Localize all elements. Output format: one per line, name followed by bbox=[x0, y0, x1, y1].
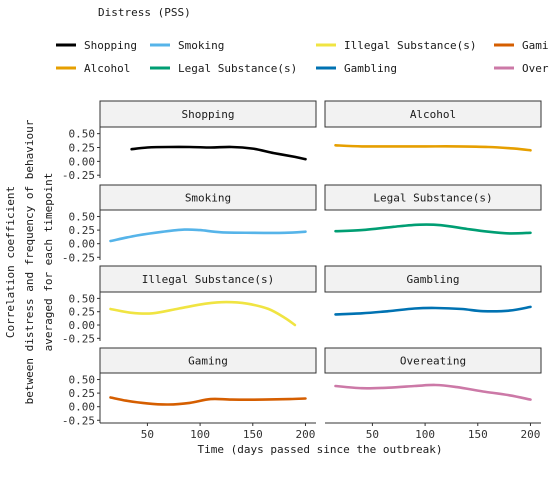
x-tick-label: 150 bbox=[243, 428, 263, 441]
facet-strip-label: Overeating bbox=[400, 355, 466, 368]
y-tick-label: 0.25 bbox=[69, 142, 96, 155]
y-tick-label: 0.25 bbox=[69, 224, 96, 237]
series-line-legal-substance-s bbox=[334, 223, 532, 235]
panel-smoking: Smoking -0.250.000.250.50 bbox=[62, 184, 317, 264]
legend-label-overeating: Over bbox=[522, 62, 549, 75]
y-axis-title-line: Correlation coefficient bbox=[4, 186, 17, 338]
y-tick-label: 0.50 bbox=[69, 292, 96, 305]
series-line-smoking bbox=[109, 228, 307, 243]
legend-label-smoking: Smoking bbox=[178, 39, 224, 52]
facet-strip bbox=[324, 100, 542, 128]
series-line-shopping bbox=[130, 145, 307, 161]
panel-gambling: Gambling bbox=[324, 265, 542, 316]
x-tick-label: 200 bbox=[296, 428, 316, 441]
y-tick-label: 0.00 bbox=[69, 319, 96, 332]
y-tick-label: 0.25 bbox=[69, 387, 96, 400]
panel-overeating: Overeating 50 100 150 200 bbox=[324, 347, 542, 441]
x-tick-label: 50 bbox=[141, 428, 154, 441]
x-tick-label: 150 bbox=[468, 428, 488, 441]
legend-label-shopping: Shopping bbox=[84, 39, 137, 52]
legend-label-gambling: Gambling bbox=[344, 62, 397, 75]
y-axis-title: Correlation coefficient between distress … bbox=[4, 119, 55, 404]
panel-illegal-substance-s: Illegal Substance(s) -0.250.000.250.50 bbox=[62, 265, 317, 345]
x-tick-label: 50 bbox=[366, 428, 379, 441]
facet-strip bbox=[324, 347, 542, 374]
y-tick-label: 0.00 bbox=[69, 155, 96, 168]
facet-strip bbox=[324, 184, 542, 211]
panel-alcohol: Alcohol bbox=[324, 100, 542, 152]
legend: Shopping Smoking Illegal Substance(s) Gami A… bbox=[56, 39, 549, 75]
facet-strip-label: Illegal Substance(s) bbox=[142, 273, 274, 286]
facet-strip-label: Smoking bbox=[185, 192, 231, 205]
series-line-alcohol bbox=[334, 144, 532, 152]
facet-strip bbox=[99, 184, 317, 211]
x-tick-label: 100 bbox=[415, 428, 435, 441]
y-tick-label: -0.25 bbox=[62, 414, 95, 427]
y-axis-title-line: averaged for each timepoint bbox=[42, 173, 55, 352]
y-tick-label: -0.25 bbox=[62, 332, 95, 345]
x-tick-label: 100 bbox=[190, 428, 210, 441]
legend-label-gaming: Gami bbox=[522, 39, 549, 52]
facet-strip bbox=[99, 347, 317, 374]
y-tick-label: 0.00 bbox=[69, 238, 96, 251]
panel-shopping: Shopping -0.250.000.250.50 bbox=[62, 100, 317, 182]
y-tick-label: 0.50 bbox=[69, 211, 96, 224]
x-tick-label: 200 bbox=[521, 428, 541, 441]
series-line-illegal-substance-s bbox=[109, 300, 297, 327]
facet-strip-label: Gambling bbox=[407, 273, 460, 286]
x-axis-title: Time (days passed since the outbreak) bbox=[197, 443, 442, 456]
y-tick-label: 0.50 bbox=[69, 374, 96, 387]
y-axis-title-line: between distress and frequency of behavi… bbox=[23, 119, 36, 404]
series-line-gaming bbox=[109, 396, 307, 406]
panel-gaming: Gaming -0.250.000.250.50 50 100 150 200 bbox=[62, 347, 317, 441]
facet-strip-label: Gaming bbox=[188, 355, 228, 368]
facet-strip-label: Shopping bbox=[182, 108, 235, 121]
series-line-gambling bbox=[334, 305, 532, 316]
facet-strip bbox=[99, 100, 317, 128]
y-tick-label: -0.25 bbox=[62, 251, 95, 264]
panel-legal-substance-s: Legal Substance(s) bbox=[324, 184, 542, 235]
y-tick-label: 0.00 bbox=[69, 401, 96, 414]
y-tick-label: 0.25 bbox=[69, 306, 96, 319]
legend-label-alcohol: Alcohol bbox=[84, 62, 130, 75]
series-line-overeating bbox=[334, 383, 532, 401]
facet-strip-label: Legal Substance(s) bbox=[373, 192, 492, 205]
legend-label-legal-substance-s: Legal Substance(s) bbox=[178, 62, 297, 75]
legend-title: Distress (PSS) bbox=[98, 6, 191, 19]
facet-strip-label: Alcohol bbox=[410, 108, 456, 121]
y-tick-label: 0.50 bbox=[69, 128, 96, 141]
legend-label-illegal-substance-s: Illegal Substance(s) bbox=[344, 39, 476, 52]
facet-strip bbox=[99, 265, 317, 293]
facet-strip bbox=[324, 265, 542, 293]
y-tick-label: -0.25 bbox=[62, 169, 95, 182]
facet-panels: Shopping-0.250.000.250.50AlcoholSmoking-… bbox=[62, 100, 542, 441]
